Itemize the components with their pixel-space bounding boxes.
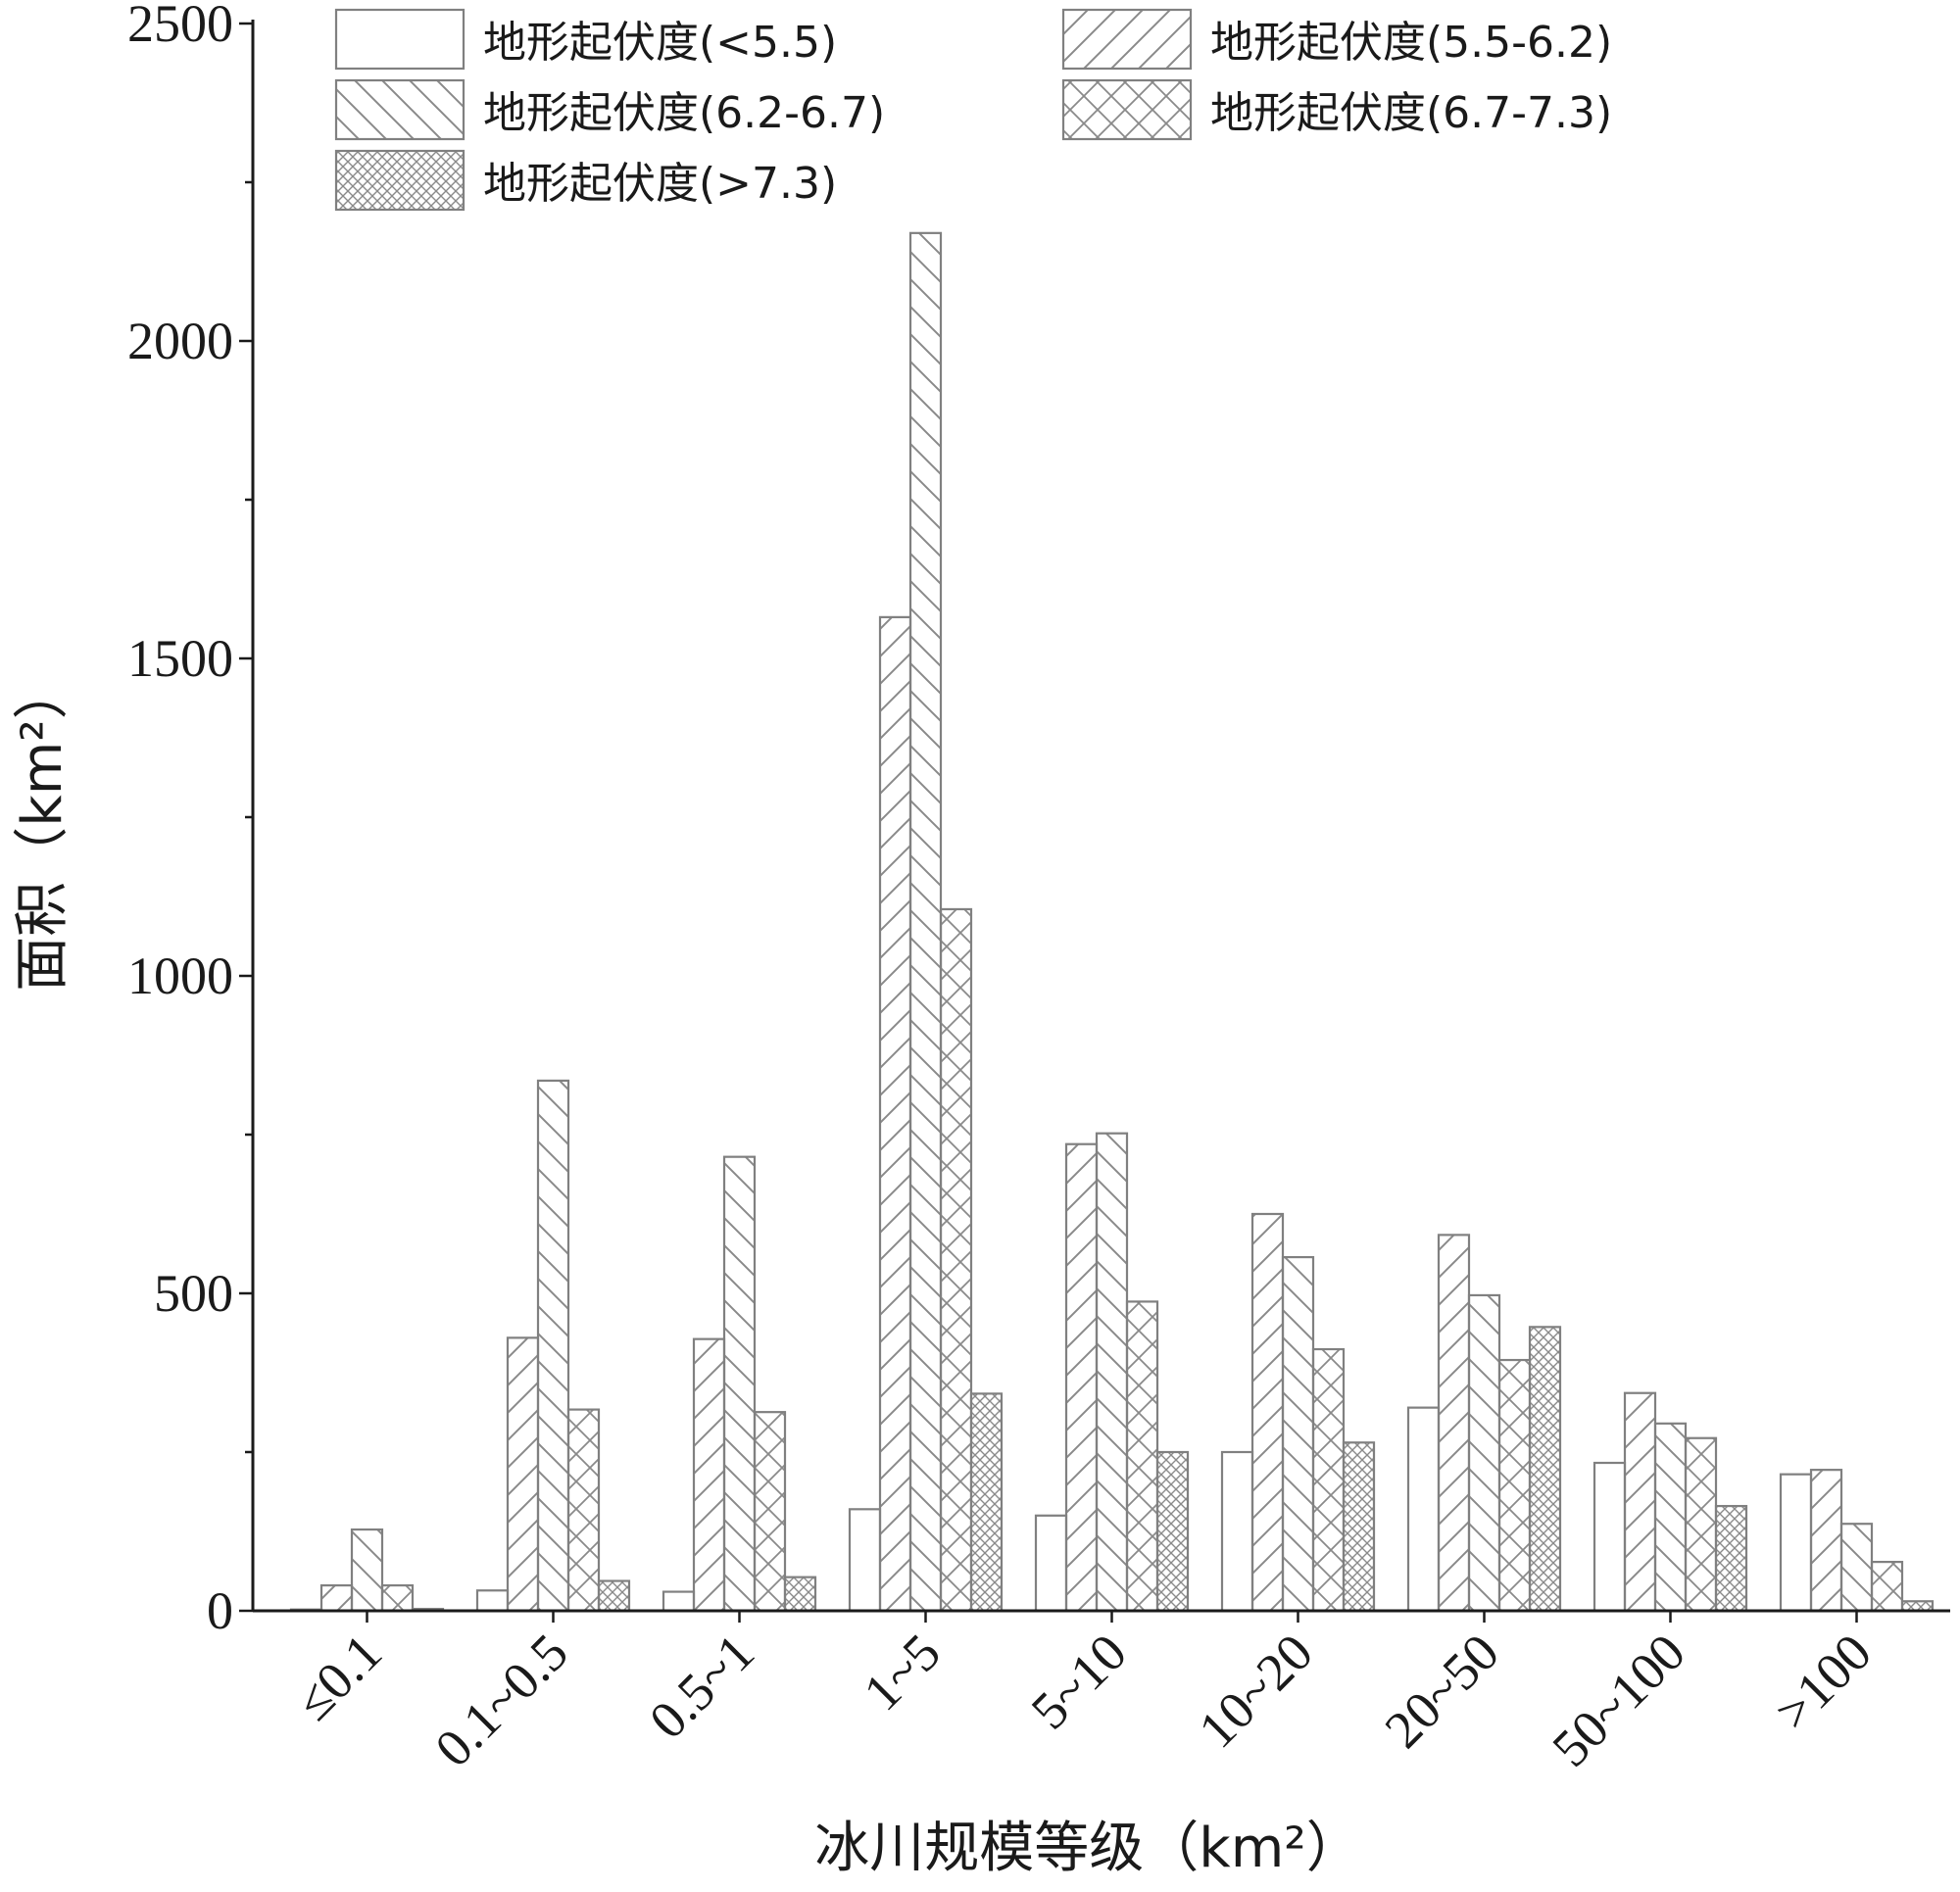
bar-s1-c3 [662,1590,696,1613]
bar-s2-c8 [1623,1391,1657,1613]
bar-s2-c5 [1064,1142,1099,1613]
bar-s3-c2 [536,1079,570,1613]
x-tick-label-5-10-5: 5~10 [1020,1623,1138,1740]
bar-s4-c2 [566,1408,601,1613]
bar-s2-c3 [692,1337,726,1613]
x-tick-label-0-1-1: ≤0.1 [284,1623,393,1731]
y-tick-label-1500: 1500 [127,629,233,688]
x-tick-label-10-20-6: 10~20 [1188,1623,1324,1759]
x-tick-label-20-50-7: 20~50 [1374,1623,1510,1759]
legend-label-5: 地形起伏度(>7.3) [483,159,837,209]
bar-s1-c5 [1034,1514,1068,1613]
bar-s4-c8 [1684,1436,1718,1613]
bar-s5-c7 [1528,1326,1562,1613]
bar-s3-c9 [1839,1523,1874,1613]
bar-s2-c1 [319,1583,354,1613]
bar-s1-c2 [475,1589,510,1613]
bar-s2-c6 [1250,1212,1285,1613]
bar-s5-c2 [597,1579,631,1613]
legend-swatch-5 [334,149,466,212]
legend-label-2: 地形起伏度(5.5-6.2) [1210,18,1612,68]
bar-s4-c6 [1311,1347,1346,1613]
legend: 地形起伏度(<5.5) 地形起伏度(5.5-6.2) 地形起伏度(6.2-6.7) 地… [334,8,1612,212]
bar-s1-c7 [1406,1406,1441,1613]
bar-s3-c5 [1095,1132,1129,1613]
bar-s3-c4 [908,231,943,1613]
x-tick-label-0-5-1-3: 0.5~1 [638,1623,765,1750]
bar-s4-c4 [939,907,973,1613]
bars-layer [289,231,1935,1613]
bar-s1-c8 [1592,1461,1627,1613]
bar-s2-c4 [878,615,912,1613]
bar-s5-c8 [1714,1504,1748,1613]
bar-s3-c3 [722,1155,757,1613]
y-tick-label-0: 0 [207,1581,233,1640]
y-tick-label-500: 500 [154,1264,233,1323]
legend-label-1: 地形起伏度(<5.5) [483,18,837,68]
bar-s2-c2 [506,1336,540,1613]
x-tick-label-1-5-4: 1~5 [853,1623,952,1722]
bar-s4-c3 [753,1411,787,1613]
legend-swatch-4 [1061,78,1193,141]
bar-s4-c5 [1125,1300,1159,1613]
y-tick-label-2500: 2500 [127,0,233,53]
legend-label-4: 地形起伏度(6.7-7.3) [1210,88,1612,138]
bar-s5-c6 [1342,1441,1376,1613]
y-tick-label-2000: 2000 [127,312,233,370]
bar-s5-c5 [1155,1450,1190,1613]
bar-s3-c7 [1467,1293,1501,1613]
bar-s1-c6 [1220,1450,1254,1613]
bar-s5-c4 [969,1392,1004,1613]
x-tick-label-0-1-0-5-2: 0.1~0.5 [423,1623,579,1778]
bar-s1-c4 [848,1508,882,1613]
x-axis-title: 冰川规模等级（km²） [814,1817,1360,1880]
legend-swatch-2 [1061,8,1193,71]
x-tick-label-50-100-8: 50~100 [1541,1623,1696,1778]
bar-s2-c9 [1809,1469,1843,1613]
bar-s4-c1 [380,1583,415,1613]
axis-titles: 冰川规模等级（km²） 面积（km²） [11,664,1361,1880]
y-axis-title: 面积（km²） [11,664,74,991]
bar-s3-c8 [1653,1422,1688,1613]
y-tick-label-1000: 1000 [127,946,233,1005]
bar-s3-c6 [1281,1255,1315,1613]
x-tick-label-100-9: >100 [1764,1623,1883,1741]
legend-swatch-1 [334,8,466,71]
bar-s4-c7 [1497,1358,1532,1613]
bar-s5-c3 [783,1576,817,1613]
legend-swatch-3 [334,78,466,141]
legend-label-3: 地形起伏度(6.2-6.7) [483,88,885,138]
bar-s1-c9 [1779,1473,1813,1613]
bar-s3-c1 [350,1528,384,1613]
bar-s4-c9 [1870,1561,1904,1613]
bar-s2-c7 [1437,1234,1471,1613]
